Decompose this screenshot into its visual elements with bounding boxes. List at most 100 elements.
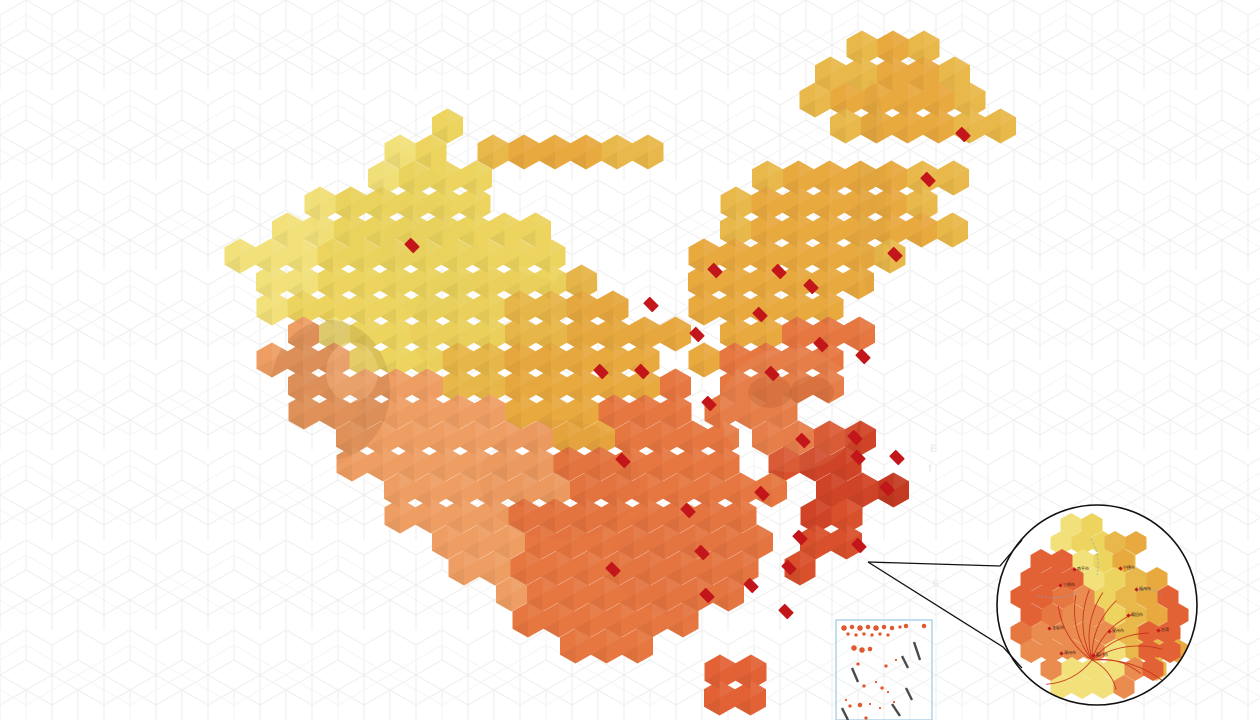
inset-hex-tile [1041,603,1063,627]
panel-dot [878,706,882,710]
inset-hex-tile [1062,639,1084,663]
panel-dot [849,624,855,630]
hex-tile-facet [457,264,473,282]
hex-tile-facet [938,108,954,126]
hex-tile-facet [430,178,446,196]
inset-hex-tile [1062,567,1084,591]
hex-tile-facet [396,290,412,308]
hex-tile-facet [859,212,875,230]
hex-tile-facet [303,316,319,334]
hex-tile-facet [708,464,724,482]
hex-tile [427,212,458,248]
hex-tile-facet [843,256,859,274]
hex-tile [441,238,473,274]
hex-tile-facet [784,446,800,464]
hex-tile [539,498,571,534]
hex-tile [906,186,938,222]
inset-city-label[interactable]: 泉州市 [1107,628,1124,634]
hex-tile-facet [1000,108,1016,126]
hex-tile [846,30,878,66]
panel-dot [841,625,847,631]
hex-tile-facet [891,186,907,204]
inset-flow-ray [1046,659,1093,685]
hex-tile-facet [751,334,767,352]
hex-tile-facet [601,152,617,170]
hex-tile [923,82,955,118]
hex-tile-facet [816,490,832,508]
inset-city-label[interactable]: 漳州市 [1059,650,1076,656]
inset-city-label[interactable]: 南平市 [1072,566,1089,572]
inset-marker-icon [1059,650,1064,656]
inset-city-name: 宁德市 [1123,565,1135,570]
hex-tile [428,186,460,222]
panel-dot [884,664,888,668]
hex-tile [844,186,876,222]
hex-tile-facet [447,108,463,126]
hex-tile-facet [520,342,536,360]
inset-city-label[interactable]: 龙岩市 [1047,625,1064,631]
hex-tile [288,368,319,404]
hex-tile [615,420,646,456]
inset-hex-tile [1041,639,1063,663]
hex-tile-facet [783,178,799,196]
hex-tile-facet [629,334,645,352]
hex-tile-facet [397,394,413,412]
hex-tile [750,238,782,274]
hex-tile-facet [555,498,571,516]
hex-tile [553,420,584,456]
hex-tile-facet [619,550,635,568]
inset-city-label[interactable]: 台湾 [1156,627,1169,633]
hex-tile-facet [606,628,622,646]
hex-tile-facet [875,204,891,222]
city-marker-diamond-icon [764,365,780,382]
hex-tile [432,108,463,144]
inset-flow-ray [1088,592,1104,661]
hex-tile [591,628,622,664]
hex-tile-facet [767,160,783,178]
hex-tile [939,56,970,92]
panel-dot [859,647,865,653]
hex-tile-facet [907,178,923,196]
hex-tile-facet [520,230,536,248]
hex-tile-facet [478,524,494,542]
hex-tile [384,134,416,170]
hex-tile-facet [336,464,352,482]
hex-tile-facet [538,446,554,464]
hex-tile-facet [649,542,665,560]
hex-tile-facet [676,394,692,412]
hex-tile [782,368,813,404]
hex-tile [380,264,411,300]
hex-tile-facet [735,672,751,690]
hex-tile-facet [677,438,693,456]
hex-tile [830,108,861,144]
inset-city-name: 龙岩市 [1052,625,1064,630]
hex-tile-facet [286,256,302,274]
hex-tile-facet [431,498,447,516]
hex-tile [566,290,598,326]
hex-tile [781,290,813,326]
inset-city-label[interactable]: 三明市 [1058,582,1075,588]
hex-tile-facet [735,316,751,334]
hex-tile [474,368,505,404]
hex-tile [636,602,668,638]
hex-tile [458,212,489,248]
hex-tile-facet [750,282,766,300]
hex-tile-facet [272,230,288,248]
hex-tile [412,368,443,404]
collage-blob [720,348,860,472]
inset-city-label[interactable]: 厦门市 [1091,652,1108,658]
hex-tile-facet [429,438,445,456]
hex-tile-facet [768,464,784,482]
inset-city-label[interactable]: 福州市 [1134,586,1151,592]
inset-city-label[interactable]: 莆田市 [1126,612,1143,618]
hex-tile-facet [383,160,399,178]
hex-tile-facet [351,186,367,204]
inset-city-label[interactable]: 宁德市 [1118,565,1135,571]
panel-dot [898,625,902,629]
panel-dash [850,667,860,683]
hex-tile-facet [525,542,541,560]
hex-tile-facet [688,282,704,300]
hex-tile-facet [970,82,986,100]
hex-tile-facet [415,490,431,508]
hex-tile-facet [556,542,572,560]
